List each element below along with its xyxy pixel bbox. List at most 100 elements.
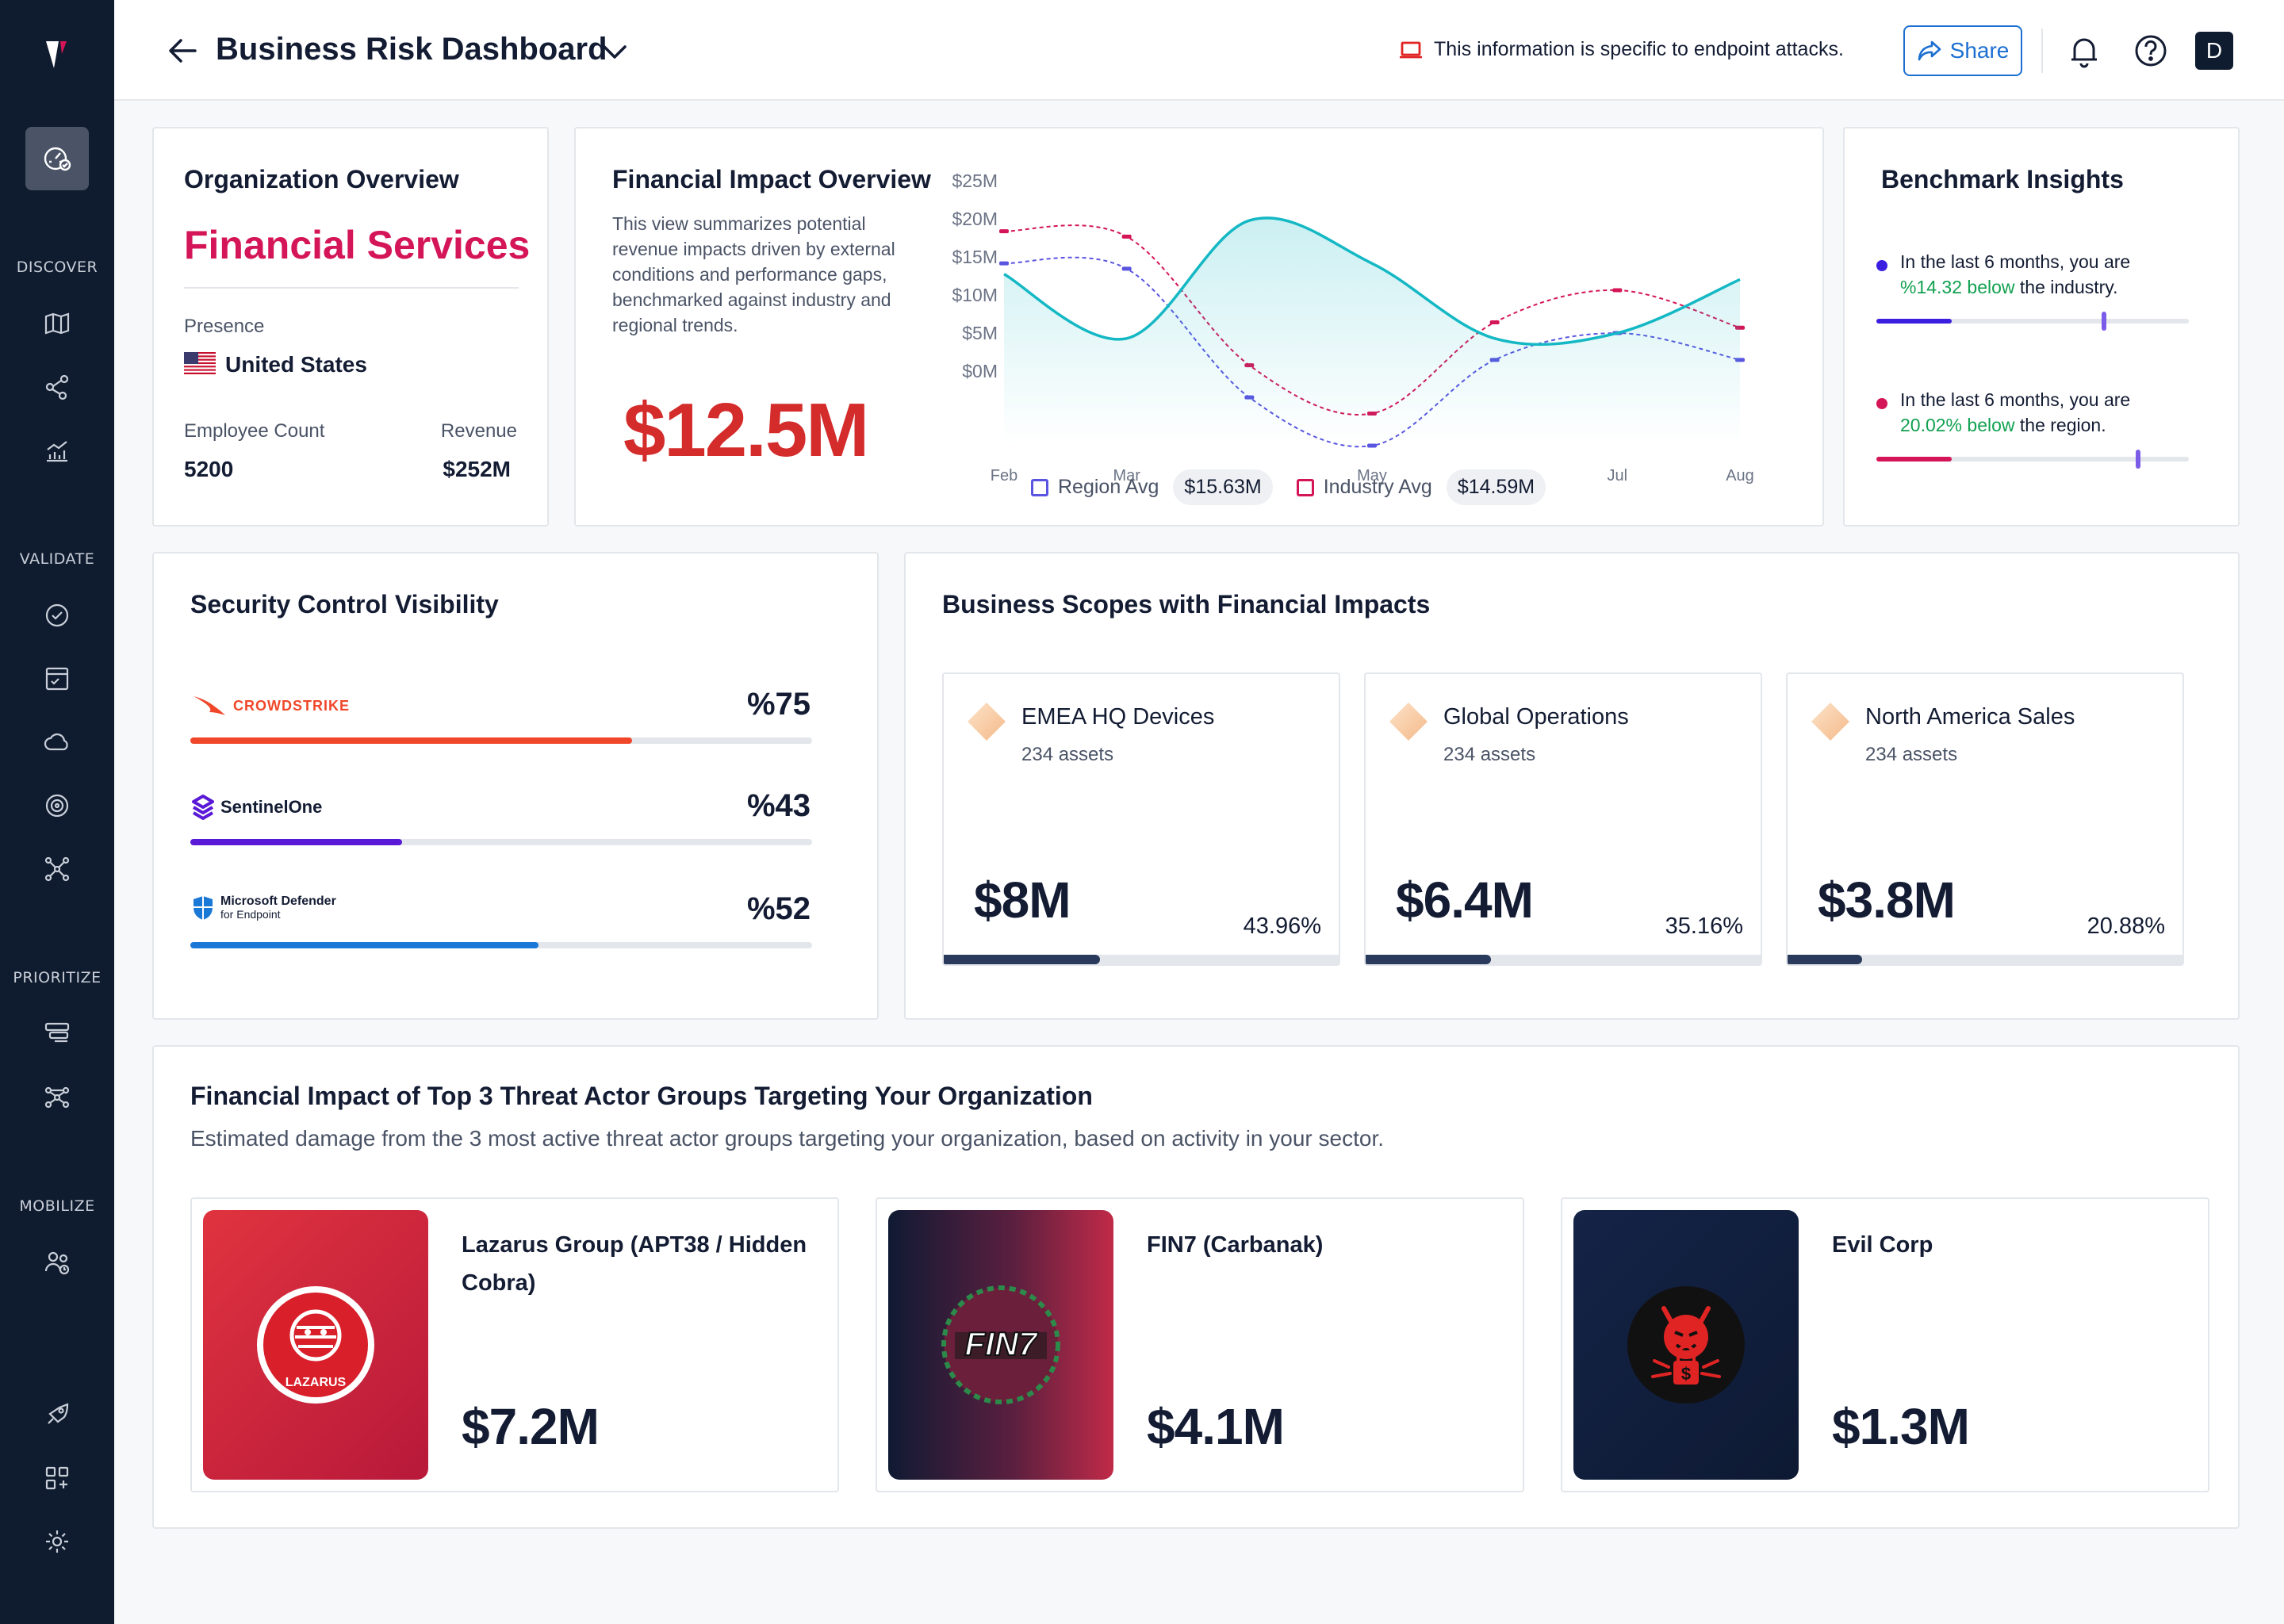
- scope-card[interactable]: North America Sales 234 assets $3.8M 20.88%: [1786, 672, 2184, 966]
- series-line: [1003, 216, 1741, 347]
- evil-corp-logo-text: $: [1681, 1364, 1691, 1384]
- series-point: [999, 261, 1009, 266]
- share-icon: [1918, 40, 1941, 61]
- chart-legend: Region Avg $15.63M Industry Avg $14.59M: [1031, 469, 1546, 505]
- x-tick-label: Feb: [991, 467, 1017, 485]
- organization-overview-card: Organization Overview Financial Services…: [152, 127, 549, 527]
- back-arrow-icon[interactable]: [165, 33, 200, 68]
- vendor-sentinelone-bar: [190, 839, 812, 845]
- y-tick-label: $5M: [962, 323, 998, 343]
- x-tick-label: Jul: [1608, 467, 1628, 485]
- scope-card[interactable]: EMEA HQ Devices 234 assets $8M 43.96%: [942, 672, 1340, 966]
- nodes-icon[interactable]: [43, 373, 71, 401]
- page-title: Business Risk Dashboard: [216, 32, 607, 67]
- presence-label: Presence: [184, 316, 265, 337]
- vendor-crowdstrike-bar: [190, 737, 812, 744]
- benchmark-title: Benchmark Insights: [1881, 165, 2124, 193]
- evil-corp-emblem-icon: $: [1627, 1286, 1745, 1404]
- sidebar: DISCOVER VALIDATE PRIORITIZE MOBILIZE: [0, 0, 114, 1624]
- revenue-value: $252M: [443, 457, 511, 481]
- checklist-icon[interactable]: [43, 665, 71, 693]
- employee-count-value: 5200: [184, 457, 234, 481]
- threat-actor-card-fin7[interactable]: FIN7 FIN7 (Carbanak) $4.1M: [876, 1197, 1524, 1492]
- benchmark-prefix: In the last 6 months, you are: [1900, 389, 2131, 410]
- vendor-sentinelone: SentinelOne: [192, 795, 322, 820]
- threat-actor-name: Lazarus Group (APT38 / Hidden Cobra): [462, 1232, 807, 1296]
- vendor-defender-pct: %52: [746, 891, 811, 926]
- benchmark-suffix: the region.: [2019, 415, 2106, 435]
- sidebar-item-dashboard[interactable]: [25, 127, 89, 190]
- benchmark-dot: [1876, 260, 1887, 271]
- org-overview-title: Organization Overview: [184, 165, 459, 193]
- layers-icon[interactable]: [43, 1020, 71, 1048]
- scope-name: Global Operations: [1443, 704, 1629, 730]
- benchmark-suffix: the industry.: [2019, 277, 2118, 297]
- scope-name: EMEA HQ Devices: [1021, 704, 1215, 730]
- target-icon[interactable]: [43, 791, 71, 820]
- threat-actors-subtitle: Estimated damage from the 3 most active …: [190, 1126, 1384, 1151]
- business-scopes-card: Business Scopes with Financial Impacts E…: [904, 552, 2240, 1020]
- benchmark-marker: [2136, 450, 2141, 469]
- share-button[interactable]: Share: [1903, 25, 2022, 76]
- series-point: [1612, 288, 1623, 293]
- fin7-logo-text: FIN7: [964, 1325, 1038, 1362]
- rocket-icon[interactable]: [43, 1400, 71, 1429]
- y-tick-label: $15M: [952, 247, 998, 267]
- analytics-icon[interactable]: [43, 436, 71, 465]
- us-flag-icon: [184, 352, 216, 374]
- apps-icon[interactable]: [43, 1464, 71, 1492]
- financial-impact-total: $12.5M: [623, 388, 869, 473]
- business-scopes-title: Business Scopes with Financial Impacts: [942, 590, 1431, 619]
- vendor-crowdstrike-name: CROWDSTRIKE: [233, 697, 350, 714]
- industry-avg-value: $14.59M: [1446, 469, 1546, 505]
- y-tick-label: $0M: [962, 361, 998, 381]
- lazarus-logo: LAZARUS: [203, 1210, 428, 1480]
- benchmark-prefix: In the last 6 months, you are: [1900, 251, 2131, 272]
- fin7-logo: FIN7: [888, 1210, 1113, 1480]
- workflow-icon[interactable]: [43, 1083, 71, 1112]
- threat-actor-card-lazarus[interactable]: LAZARUS Lazarus Group (APT38 / Hidden Co…: [190, 1197, 839, 1492]
- lazarus-logo-text: LAZARUS: [286, 1376, 347, 1389]
- org-divider: [184, 287, 519, 289]
- diamond-icon: [1811, 703, 1849, 741]
- threat-actors-title: Financial Impact of Top 3 Threat Actor G…: [190, 1082, 1093, 1110]
- x-tick-label: Mar: [1113, 467, 1140, 485]
- security-control-card: Security Control Visibility CROWDSTRIKE …: [152, 552, 879, 1020]
- cloud-icon[interactable]: [43, 728, 71, 756]
- financial-impact-description: This view summarizes potential revenue i…: [612, 213, 895, 335]
- benchmark-fill: [1876, 319, 1952, 324]
- threat-actor-card-evil-corp[interactable]: $ Evil Corp $1.3M: [1561, 1197, 2209, 1492]
- y-tick-label: $25M: [952, 170, 998, 191]
- endpoint-info-text: This information is specific to endpoint…: [1434, 38, 1844, 60]
- vendor-defender-bar-fill: [190, 942, 539, 948]
- chevron-down-icon[interactable]: [600, 38, 630, 65]
- threat-actor-value: $1.3M: [1832, 1398, 1970, 1455]
- vendor-defender-sub: for Endpoint: [220, 908, 281, 921]
- scope-value: $6.4M: [1396, 871, 1534, 929]
- team-icon[interactable]: [43, 1248, 71, 1277]
- series-point: [1121, 234, 1132, 239]
- diamond-icon: [1389, 703, 1428, 741]
- threat-actor-value: $4.1M: [1147, 1398, 1285, 1455]
- bell-icon[interactable]: [2068, 35, 2100, 68]
- scope-fill: [1788, 955, 1862, 964]
- lazarus-emblem-icon: LAZARUS: [257, 1286, 374, 1404]
- benchmark-track: [1876, 450, 2189, 469]
- help-icon[interactable]: [2133, 33, 2168, 68]
- scope-track: [1366, 955, 1761, 964]
- benchmark-insights-card: Benchmark Insights In the last 6 months,…: [1843, 127, 2240, 527]
- gear-icon[interactable]: [43, 1527, 71, 1556]
- laptop-icon: [1400, 41, 1422, 59]
- scope-card[interactable]: Global Operations 234 assets $6.4M 35.16%: [1364, 672, 1762, 966]
- check-circle-icon[interactable]: [43, 601, 71, 630]
- map-icon[interactable]: [43, 309, 71, 338]
- avatar[interactable]: D: [2195, 32, 2233, 70]
- scope-track: [944, 955, 1339, 964]
- employee-count-label: Employee Count: [184, 420, 325, 442]
- network-icon[interactable]: [43, 855, 71, 883]
- scope-percent: 35.16%: [1665, 914, 1743, 939]
- app-logo[interactable]: [41, 36, 73, 73]
- series-area: [1004, 217, 1740, 446]
- evil-corp-logo: $: [1573, 1210, 1799, 1480]
- scope-assets: 234 assets: [1443, 744, 1536, 765]
